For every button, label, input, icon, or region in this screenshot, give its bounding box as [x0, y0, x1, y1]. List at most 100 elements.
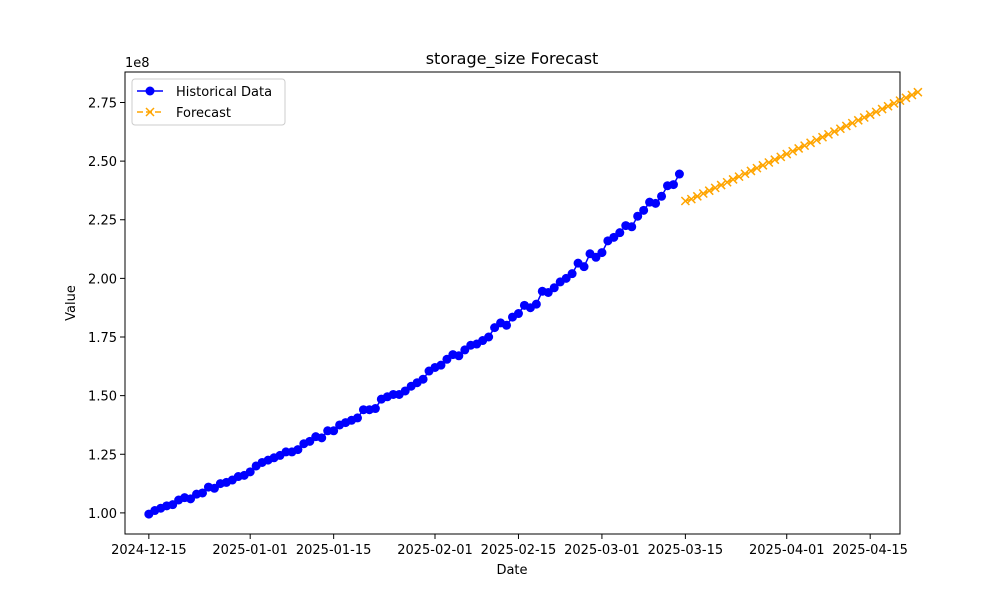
data-point: [639, 205, 649, 215]
data-point: [436, 360, 446, 370]
data-point: [776, 152, 786, 162]
y-tick-label: 2.50: [88, 155, 117, 170]
data-point: [752, 163, 762, 173]
data-point: [770, 155, 780, 165]
legend-label: Historical Data: [176, 85, 272, 100]
x-axis-title: Date: [496, 563, 527, 578]
y-tick-label: 2.75: [88, 96, 117, 111]
data-point: [686, 194, 696, 204]
data-point: [370, 404, 380, 414]
data-point: [823, 129, 833, 139]
y-tick-label: 1.00: [88, 507, 117, 522]
data-point: [549, 283, 559, 293]
series-historical: [144, 169, 684, 519]
data-point: [674, 169, 684, 179]
data-point: [329, 426, 339, 436]
data-point: [746, 166, 756, 176]
data-point: [901, 93, 911, 103]
data-point: [353, 413, 362, 423]
data-point: [788, 146, 798, 156]
data-point: [567, 269, 577, 279]
series-layer: [144, 87, 923, 519]
data-point: [597, 248, 607, 258]
legend: Historical Data Forecast: [131, 78, 286, 126]
data-point: [877, 104, 887, 114]
data-point: [722, 177, 732, 187]
data-point: [859, 112, 869, 123]
x-tick-label: 2025-03-01: [564, 543, 640, 558]
data-point: [764, 157, 774, 168]
data-point: [579, 262, 589, 272]
y-axis-title: Value: [64, 285, 79, 321]
y-tick-label: 1.50: [88, 390, 117, 405]
data-point: [853, 115, 863, 125]
data-point: [680, 196, 690, 206]
plot-area: [124, 71, 901, 535]
legend-marker: [145, 86, 155, 96]
data-point: [198, 488, 207, 498]
data-point: [728, 174, 738, 184]
data-point: [484, 332, 494, 342]
data-point: [806, 138, 816, 148]
data-point: [293, 445, 303, 455]
data-point: [418, 374, 428, 384]
data-point: [889, 98, 899, 108]
data-point: [740, 169, 750, 179]
data-point: [794, 143, 804, 153]
data-point: [895, 96, 905, 106]
legend-item: Forecast: [137, 106, 231, 121]
data-point: [454, 351, 464, 361]
x-tick-label: 2025-02-15: [481, 543, 557, 558]
legend-marker: [145, 107, 155, 117]
series-forecast: [680, 87, 923, 206]
data-point: [668, 180, 678, 190]
data-point: [615, 228, 625, 238]
series-line: [685, 91, 919, 202]
legend-item: Historical Data: [137, 85, 272, 100]
data-point: [913, 87, 923, 97]
data-point: [758, 160, 768, 170]
y-tick-label: 2.25: [88, 214, 117, 229]
data-point: [782, 149, 792, 159]
x-tick-label: 2025-03-15: [648, 543, 724, 558]
x-tick-label: 2025-02-01: [397, 543, 473, 558]
y-multiplier-label: 1e8: [125, 56, 150, 71]
data-point: [692, 191, 702, 201]
data-point: [245, 467, 255, 477]
y-tick-label: 2.00: [88, 272, 117, 287]
chart-title: storage_size Forecast: [426, 49, 599, 69]
data-point: [865, 110, 875, 120]
data-point: [698, 188, 708, 199]
x-tick-label: 2025-04-15: [832, 543, 908, 558]
data-point: [829, 127, 839, 137]
axes: 2024-12-15 2025-01-01 2025-01-15 2025-02-01…: [88, 96, 908, 558]
data-point: [841, 121, 851, 131]
x-tick-label: 2025-01-01: [212, 543, 288, 558]
data-point: [502, 320, 512, 330]
data-point: [710, 183, 720, 193]
data-point: [633, 211, 643, 221]
data-point: [657, 191, 667, 201]
data-point: [871, 107, 881, 117]
data-point: [847, 118, 857, 128]
legend-label: Forecast: [176, 106, 231, 121]
y-tick-label: 1.75: [88, 331, 117, 346]
data-point: [734, 172, 744, 182]
data-point: [513, 309, 523, 319]
data-point: [317, 433, 327, 443]
data-point: [883, 101, 893, 111]
data-point: [800, 141, 810, 151]
data-point: [817, 132, 828, 142]
data-point: [812, 135, 822, 145]
legend-box: [131, 78, 286, 126]
x-tick-label: 2024-12-15: [111, 543, 187, 558]
x-tick-label: 2025-04-01: [749, 543, 825, 558]
data-point: [907, 90, 917, 100]
data-point: [627, 222, 637, 232]
y-tick-label: 1.25: [88, 448, 117, 463]
data-point: [716, 180, 726, 190]
data-point: [531, 299, 541, 309]
series-line: [148, 173, 681, 515]
x-tick-label: 2025-01-15: [296, 543, 372, 558]
